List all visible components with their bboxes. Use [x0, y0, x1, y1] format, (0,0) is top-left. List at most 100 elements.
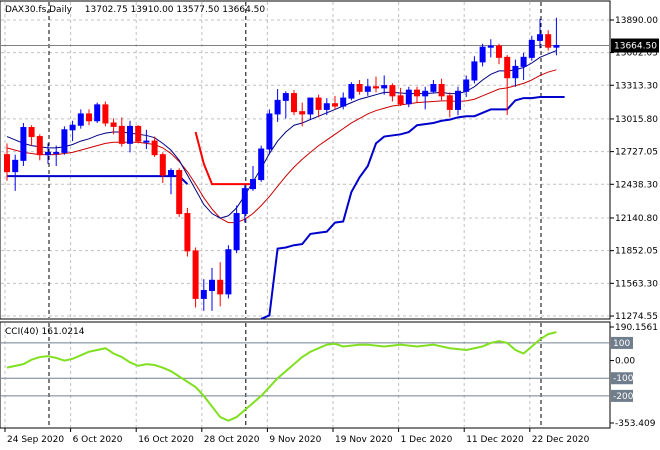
candle-body — [307, 97, 314, 115]
candle-body — [414, 89, 420, 97]
candle-body — [455, 90, 461, 110]
price-tick-label: 11274.55 — [615, 312, 658, 322]
candle-body — [4, 154, 10, 173]
candle — [241, 185, 248, 223]
candle-body — [397, 95, 404, 105]
last-price-badge: 13664.50 — [611, 38, 659, 53]
candle — [110, 118, 117, 135]
time-tick-label: 16 Oct 2020 — [138, 435, 194, 445]
candle — [45, 143, 51, 164]
candle — [258, 145, 265, 182]
time-tick-label: 19 Nov 2020 — [335, 435, 393, 445]
candle-body — [69, 124, 76, 131]
candle-body — [61, 129, 68, 153]
candle-body — [537, 34, 543, 41]
price-tick-label: 13890.00 — [615, 16, 658, 26]
cci-axis: 190.1561 100 0.00 -100 -200 -353.409 — [610, 323, 658, 429]
candle-body — [241, 188, 248, 215]
cci-level-label: -100 — [613, 374, 634, 384]
time-tick-label: 22 Dec 2020 — [532, 435, 590, 445]
candle-body — [512, 65, 519, 79]
cci-pane[interactable]: 190.1561 100 0.00 -100 -200 -353.409 CCI(40) … — [0, 321, 658, 429]
candle — [471, 56, 478, 84]
candle — [28, 125, 35, 146]
candle — [381, 75, 388, 95]
candle — [299, 102, 306, 127]
candle — [438, 78, 445, 101]
candle — [405, 86, 412, 108]
candle-body — [504, 56, 511, 79]
candle — [209, 267, 215, 311]
candle — [487, 39, 494, 58]
last-price-badge-bg — [611, 38, 659, 53]
candle-body — [168, 170, 174, 176]
time-tick-label: 28 Oct 2020 — [204, 435, 260, 445]
candle — [168, 168, 174, 195]
candle-body — [159, 154, 166, 176]
price-tick-label: 11852.05 — [615, 247, 658, 257]
candle-body — [94, 104, 101, 122]
candle — [135, 125, 142, 144]
candle — [323, 98, 330, 116]
ma-slow-line — [6, 69, 557, 224]
candle-body — [77, 113, 84, 126]
cci-tick-label: -353.409 — [615, 419, 656, 429]
candle-body — [225, 249, 232, 295]
candle — [537, 18, 543, 49]
ohlc-values: 13702.75 13910.00 13577.50 13664.50 — [85, 5, 266, 15]
candle — [94, 102, 101, 123]
candle-body — [340, 97, 347, 107]
candle-body — [471, 61, 478, 81]
candle-body — [143, 140, 150, 143]
time-tick-label: 11 Dec 2020 — [466, 435, 524, 445]
candle — [479, 43, 486, 67]
symbol-label: DAX30.fs,Daily 13702.75 13910.00 13577.5… — [5, 5, 265, 15]
candle-body — [520, 56, 527, 67]
cci-level-badge — [611, 372, 633, 385]
candle-body — [323, 103, 330, 110]
candle-body — [36, 136, 43, 156]
last-price-badge-text: 13664.50 — [614, 42, 657, 52]
candle — [127, 120, 133, 153]
candle — [520, 52, 527, 80]
candle-body — [86, 113, 92, 122]
candle — [307, 97, 314, 120]
candle — [274, 89, 281, 122]
price-tick-label: 13313.30 — [615, 81, 658, 91]
candle — [291, 90, 297, 116]
candle-body — [20, 127, 27, 161]
candle-body — [266, 113, 273, 150]
candle — [348, 82, 355, 101]
candle — [446, 92, 453, 118]
price-pane[interactable]: 13890.00 13602.05 13313.30 13015.80 12727.05… — [0, 0, 659, 322]
candle — [192, 247, 199, 308]
candle-body — [479, 46, 486, 63]
candle-body — [118, 125, 125, 144]
candle-body — [446, 95, 453, 110]
candle — [217, 262, 224, 307]
candle — [356, 79, 363, 95]
candle — [200, 279, 207, 311]
candle-body — [28, 127, 35, 138]
candle-body — [553, 44, 560, 48]
candle-body — [356, 84, 363, 92]
candle-body — [545, 34, 552, 48]
candle-body — [53, 151, 60, 154]
cci-level-label: 100 — [613, 339, 630, 349]
candles — [4, 17, 560, 311]
cci-label: CCI(40) 161.0214 — [5, 327, 85, 337]
cci-line — [6, 331, 557, 422]
price-axis: 13890.00 13602.05 13313.30 13015.80 12727.05… — [610, 16, 658, 322]
candle — [250, 165, 256, 191]
candle-body — [422, 90, 429, 97]
candle-body — [364, 86, 371, 92]
candle-body — [45, 151, 51, 156]
stop-line-buy — [260, 95, 565, 320]
candle — [504, 55, 511, 116]
candle — [496, 43, 502, 65]
candle-body — [373, 86, 379, 89]
candle-body — [430, 84, 437, 92]
candle-body — [381, 85, 388, 89]
candle-body — [135, 125, 142, 142]
